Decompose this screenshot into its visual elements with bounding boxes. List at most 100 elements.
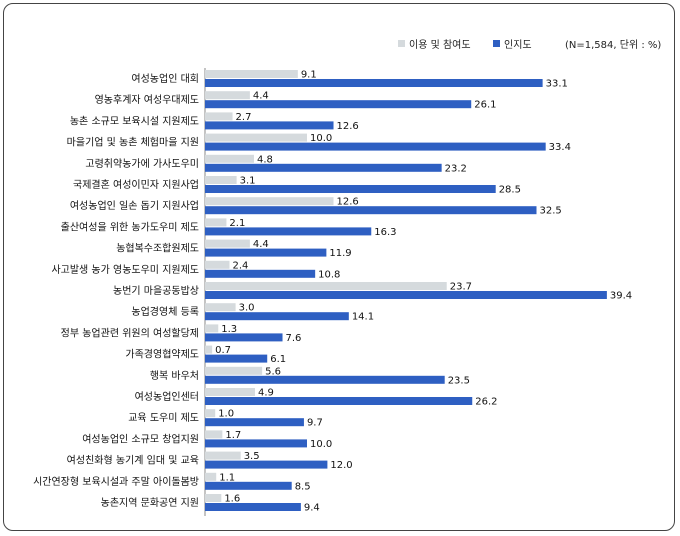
legend-label-usage: 이용 및 참여도 (409, 39, 471, 51)
bar-awareness (205, 269, 316, 278)
bar-usage (205, 239, 250, 248)
bar-usage (205, 154, 254, 163)
data-label-awareness: 33.4 (549, 142, 571, 153)
data-label-usage: 1.0 (218, 409, 234, 420)
category-label: 가족경영협약제도 (125, 348, 199, 361)
bar-usage (205, 430, 223, 439)
data-label-usage: 4.4 (253, 91, 269, 102)
data-label-usage: 3.5 (244, 451, 260, 462)
legend-swatch-usage (398, 40, 405, 47)
category-label: 여성농업인센터 (135, 390, 199, 403)
data-label-awareness: 16.3 (374, 227, 396, 238)
bar-awareness (205, 248, 327, 257)
data-label-usage: 5.6 (265, 366, 281, 377)
data-label-awareness: 39.4 (610, 291, 632, 302)
data-label-awareness: 10.0 (310, 439, 332, 450)
data-label-usage: 10.0 (310, 133, 332, 144)
bar-awareness (205, 312, 349, 321)
data-label-usage: 4.4 (253, 239, 269, 250)
legend: 이용 및 참여도 인지도 (N=1,584, 단위 : %) (398, 38, 661, 51)
category-label: 시간연장형 보육시설과 주말 아이돌봄방 (33, 476, 199, 488)
category-label: 여성농업인 일손 돕기 지원사업 (70, 199, 199, 212)
bar-awareness (205, 121, 334, 130)
data-label-awareness: 33.1 (546, 79, 568, 90)
bar-usage (205, 303, 236, 312)
bar-awareness (205, 375, 445, 384)
data-label-awareness: 7.6 (286, 333, 302, 344)
category-label: 여성친화형 농기계 임대 및 교육 (67, 454, 199, 467)
chart-frame (3, 3, 675, 531)
data-label-usage: 12.6 (337, 197, 359, 208)
bar-awareness (205, 354, 268, 363)
data-label-awareness: 23.5 (448, 375, 470, 386)
category-label: 영농후계자 여성우대제도 (95, 94, 199, 106)
data-label-awareness: 11.9 (329, 248, 351, 259)
bar-awareness (205, 503, 301, 511)
bar-awareness (205, 79, 543, 87)
bar-usage (205, 112, 233, 121)
data-label-usage: 2.7 (236, 112, 252, 123)
data-label-awareness: 9.4 (304, 503, 320, 514)
data-label-usage: 3.0 (239, 303, 255, 314)
category-label: 농번기 마을공동밥상 (113, 285, 199, 297)
data-label-usage: 1.7 (225, 430, 241, 441)
bar-usage (205, 388, 255, 396)
category-label: 사고발생 농가 영농도우미 지원제도 (51, 264, 199, 276)
data-label-awareness: 12.0 (330, 460, 352, 471)
data-label-awareness: 28.5 (499, 185, 521, 196)
bar-usage (205, 176, 237, 184)
bar-awareness (205, 227, 372, 236)
data-label-awareness: 26.1 (474, 100, 496, 111)
chart-note: (N=1,584, 단위 : %) (565, 38, 661, 51)
bar-awareness (205, 481, 292, 490)
bar-usage (205, 282, 447, 290)
data-label-awareness: 8.5 (295, 481, 311, 492)
data-label-awareness: 26.2 (475, 397, 497, 408)
data-label-usage: 9.1 (301, 70, 317, 81)
category-label: 농업경영체 등록 (131, 305, 199, 318)
data-label-awareness: 32.5 (540, 206, 562, 217)
legend-swatch-awareness (493, 40, 500, 47)
bar-usage (205, 91, 250, 100)
data-label-awareness: 6.1 (270, 354, 286, 365)
category-label: 농촌 소규모 보육시설 지원제도 (70, 115, 199, 127)
data-label-awareness: 9.7 (307, 418, 323, 429)
bar-usage (205, 472, 217, 481)
category-label: 출산여성을 위한 농가도우미 제도 (61, 220, 199, 233)
bar-awareness (205, 163, 442, 172)
data-label-awareness: 14.1 (352, 312, 374, 323)
data-label-usage: 4.9 (258, 388, 274, 399)
bar-awareness (205, 439, 307, 448)
bar-awareness (205, 418, 304, 427)
bar-awareness (205, 460, 328, 469)
bar-awareness (205, 333, 283, 342)
category-label: 국제결혼 여성이민자 지원사업 (73, 178, 199, 191)
category-label: 여성농업인 소규모 창업지원 (82, 432, 199, 445)
data-label-usage: 1.1 (219, 472, 235, 483)
bar-usage (205, 260, 230, 269)
data-label-usage: 23.7 (450, 282, 472, 293)
category-label: 고령취약농가에 가사도우미 (85, 158, 199, 170)
category-label: 여성농업인 대회 (131, 72, 199, 85)
bar-usage (205, 494, 222, 502)
bar-awareness (205, 185, 496, 193)
bar-awareness (205, 142, 546, 151)
data-label-usage: 2.4 (232, 260, 248, 271)
bar-usage (205, 70, 298, 78)
data-label-usage: 2.1 (229, 218, 245, 229)
category-label: 행복 바우처 (150, 370, 199, 382)
data-label-usage: 3.1 (240, 176, 256, 187)
data-label-awareness: 23.2 (445, 163, 467, 174)
category-label: 마을기업 및 농촌 체험마을 지원 (67, 136, 199, 149)
bar-usage (205, 451, 241, 460)
category-label: 교육 도우미 제도 (128, 412, 199, 424)
bar-usage (205, 409, 216, 418)
category-label: 정부 농업관련 위원의 여성할당제 (61, 326, 199, 339)
bar-awareness (205, 397, 473, 405)
bar-usage (205, 133, 307, 142)
data-label-usage: 1.3 (221, 324, 237, 335)
bar-usage (205, 345, 213, 354)
bar-usage (205, 218, 227, 227)
data-label-awareness: 10.8 (318, 269, 340, 280)
bar-usage (205, 366, 263, 375)
